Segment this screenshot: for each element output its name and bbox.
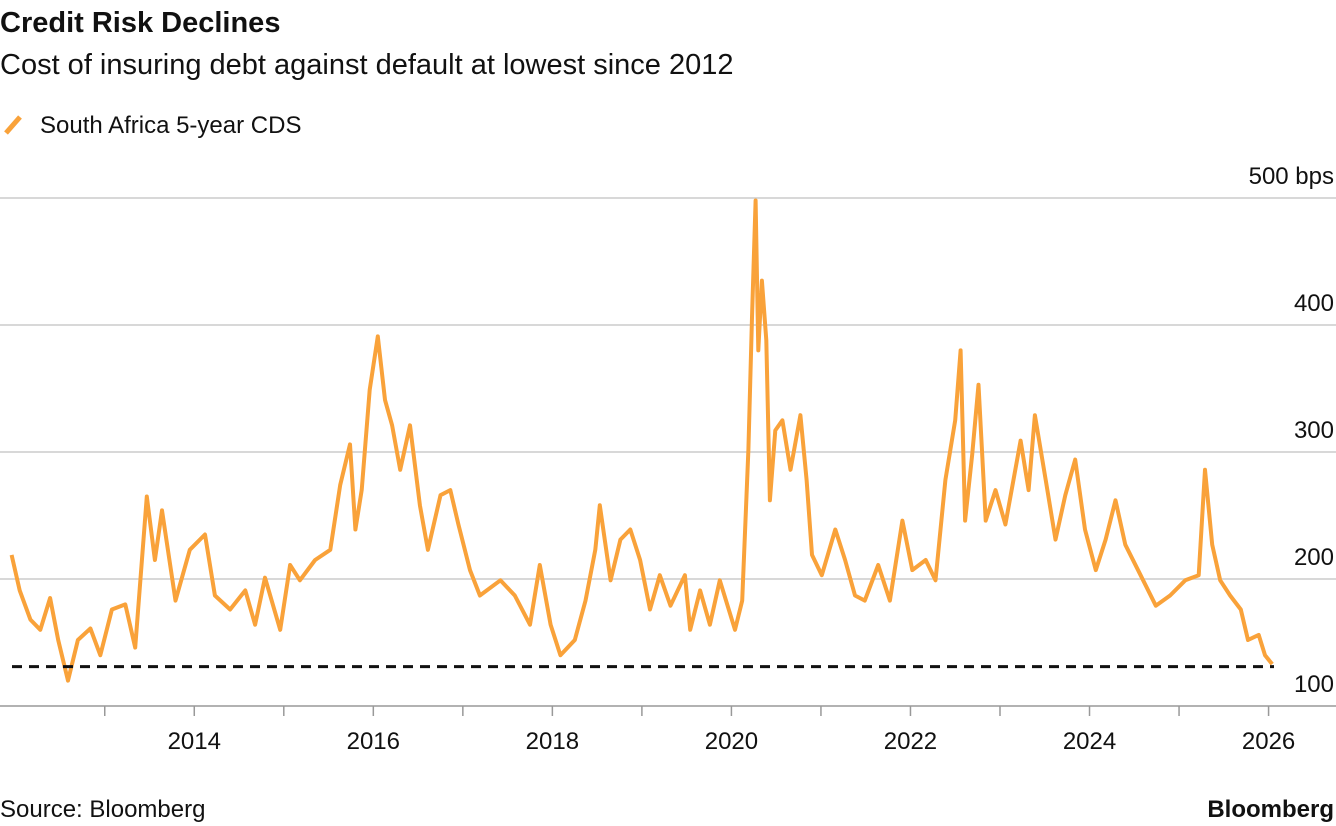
x-tick-label: 2014 [168, 728, 221, 755]
x-tick-label: 2026 [1242, 728, 1295, 755]
x-tick-label: 2016 [347, 728, 400, 755]
chart-title: Credit Risk Declines [0, 7, 280, 39]
x-tick-label: 2022 [884, 728, 937, 755]
y-tick-label: 400 [1294, 290, 1334, 317]
x-tick-label: 2024 [1063, 728, 1116, 755]
x-tick-label: 2020 [705, 728, 758, 755]
series-line [9, 198, 1274, 683]
legend-label: South Africa 5-year CDS [40, 112, 301, 139]
y-tick-label: 500 bps [1249, 163, 1334, 190]
source: Source: Bloomberg [0, 796, 205, 823]
y-tick-label: 100 [1294, 671, 1334, 698]
brand: Bloomberg [1207, 796, 1334, 823]
y-tick-label: 300 [1294, 417, 1334, 444]
chart-subtitle: Cost of insuring debt against default at… [0, 49, 734, 81]
y-tick-label: 200 [1294, 544, 1334, 571]
x-tick-label: 2018 [526, 728, 579, 755]
legend-swatch [4, 115, 22, 135]
